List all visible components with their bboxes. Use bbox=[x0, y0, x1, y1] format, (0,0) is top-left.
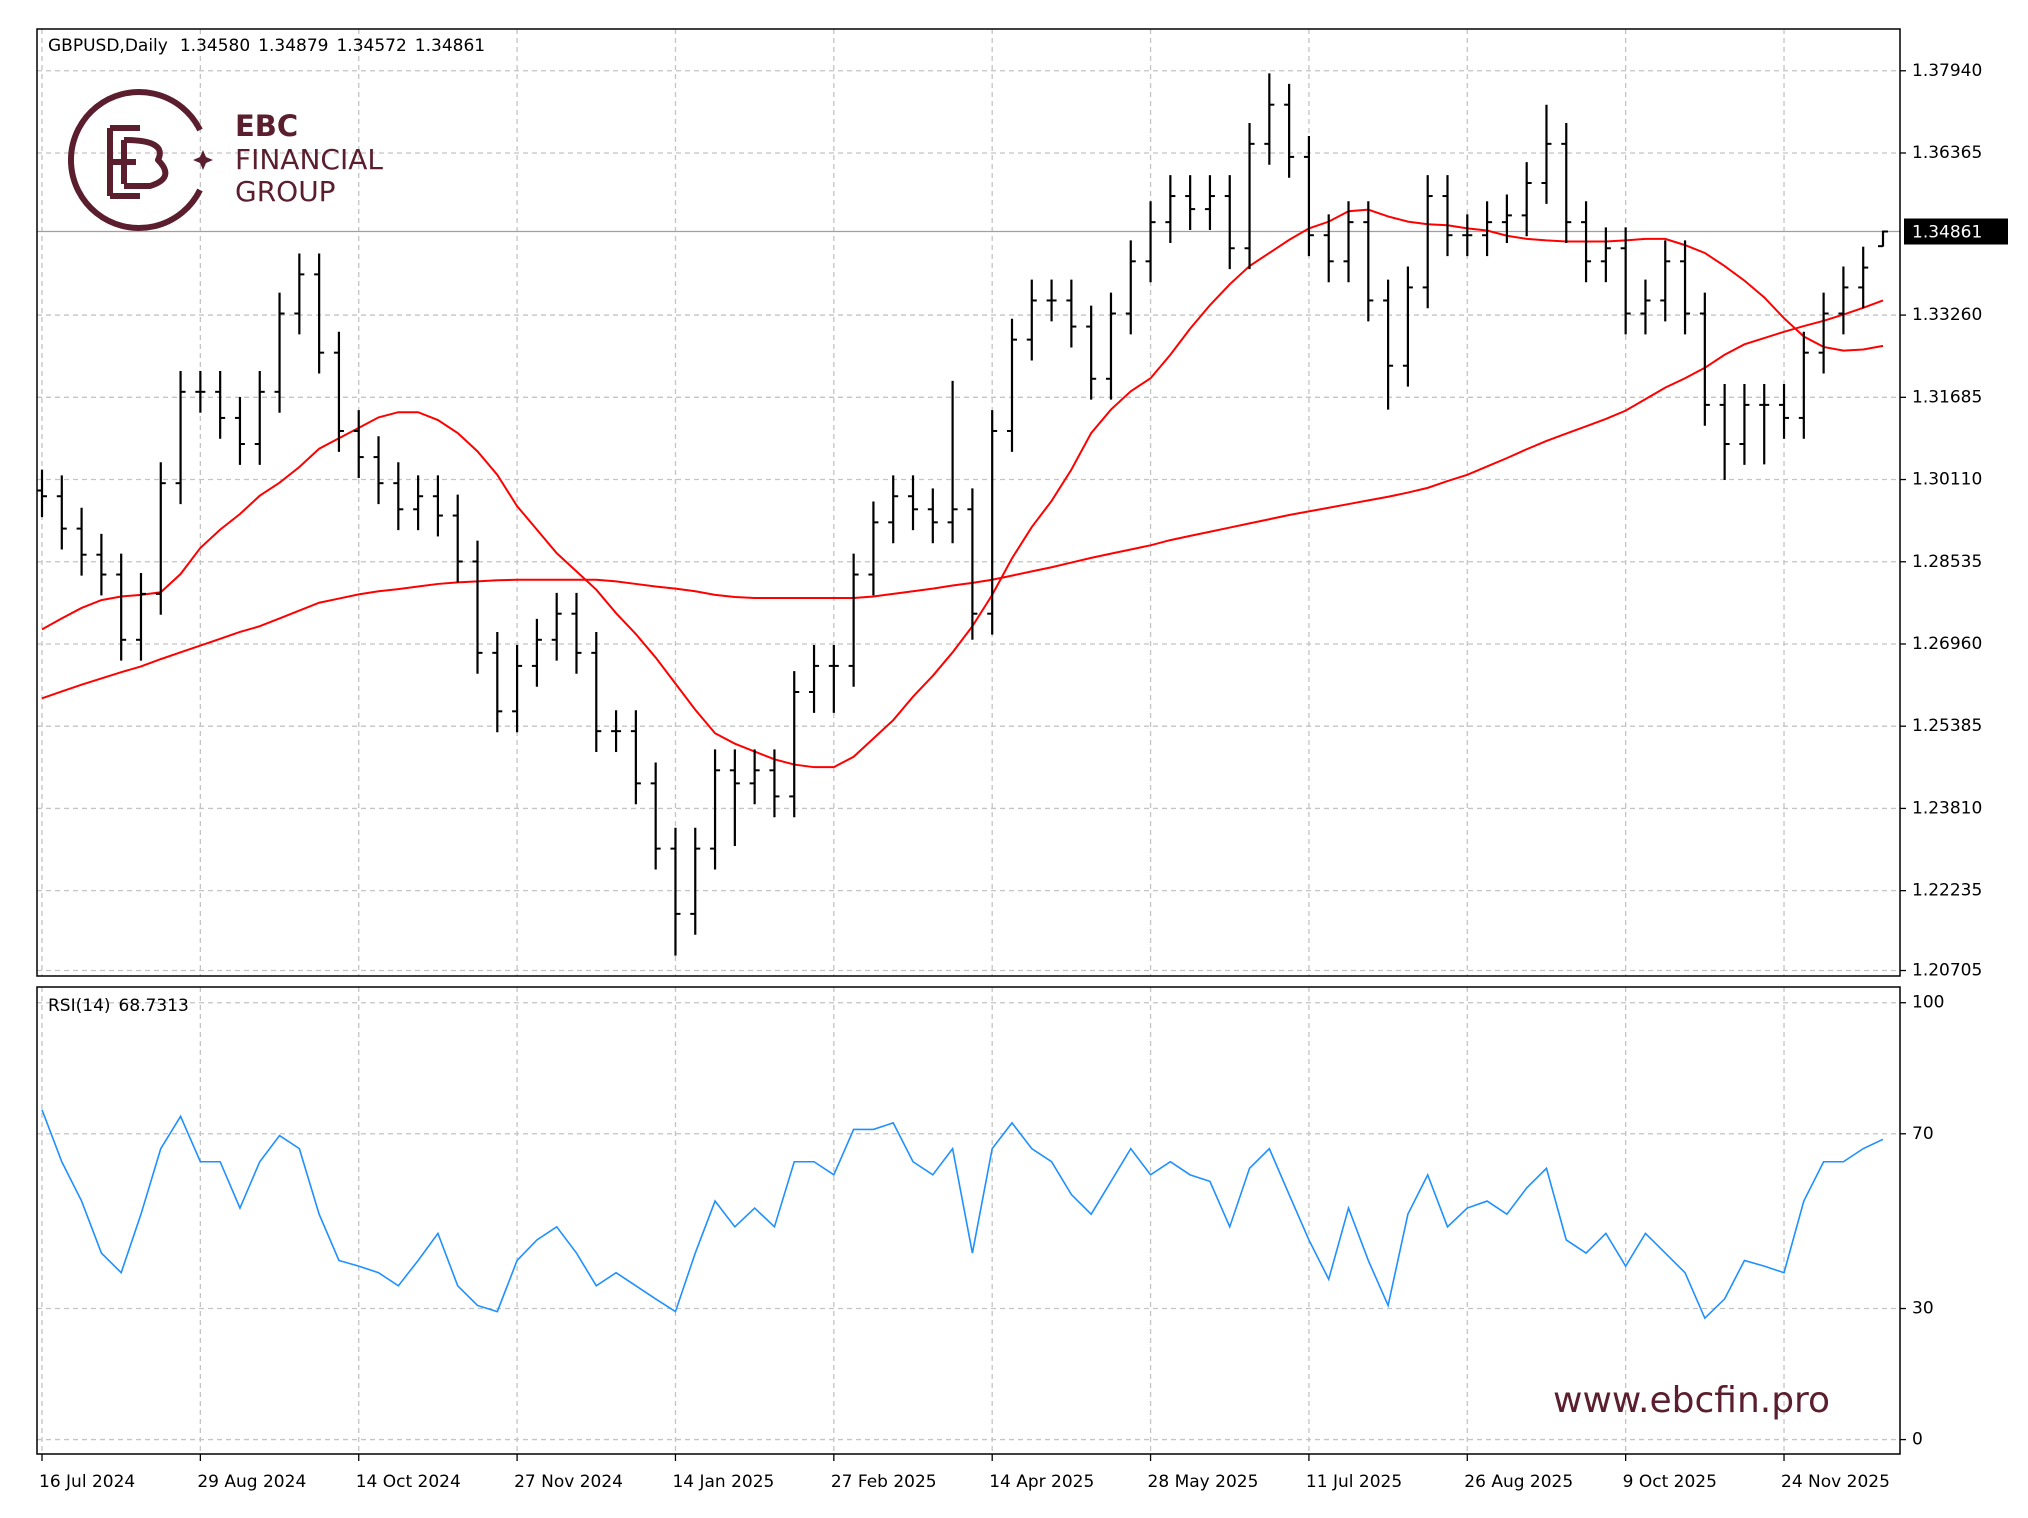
quote: 1.34580 bbox=[180, 36, 250, 56]
logo-text: EBC bbox=[235, 109, 298, 143]
panel-frame bbox=[36, 986, 1901, 1455]
y-tick-label: 1.22235 bbox=[1912, 881, 1982, 901]
indicator-name: RSI(14) bbox=[48, 996, 111, 1016]
y-tick-label: 1.20705 bbox=[1912, 961, 1982, 981]
x-tick-label: 9 Oct 2025 bbox=[1623, 1472, 1717, 1492]
x-tick-label: 27 Feb 2025 bbox=[831, 1472, 937, 1492]
y-tick-label: 1.28535 bbox=[1912, 552, 1982, 572]
chart-header: GBPUSD,Daily 1.34580 1.34879 1.34572 1.34861 bbox=[48, 36, 485, 56]
y-tick-label: 30 bbox=[1912, 1299, 1934, 1319]
x-tick-label: 14 Jan 2025 bbox=[672, 1472, 774, 1492]
y-tick-label: 100 bbox=[1912, 993, 1944, 1013]
x-tick-label: 14 Oct 2024 bbox=[356, 1472, 461, 1492]
y-tick-label: 1.36365 bbox=[1912, 143, 1982, 163]
price-box bbox=[1904, 218, 2008, 245]
x-tick-label: 27 Nov 2024 bbox=[514, 1472, 623, 1492]
quote: 1.34572 bbox=[336, 36, 406, 56]
x-tick-label: 28 May 2025 bbox=[1148, 1472, 1259, 1492]
logo-text: FINANCIAL bbox=[235, 143, 383, 176]
symbol: GBPUSD,Daily bbox=[48, 36, 168, 56]
moving-average bbox=[41, 299, 1884, 700]
x-tick-label: 24 Nov 2025 bbox=[1781, 1472, 1890, 1492]
x-tick-label: 16 Jul 2024 bbox=[39, 1472, 135, 1492]
y-tick-label: 1.31685 bbox=[1912, 387, 1982, 407]
logo-star bbox=[193, 150, 213, 170]
indicator-value: 68.7313 bbox=[119, 996, 189, 1016]
logo-text: GROUP bbox=[235, 175, 336, 208]
price-box-label: 1.34861 bbox=[1912, 223, 1982, 243]
x-tick-label: 11 Jul 2025 bbox=[1306, 1472, 1402, 1492]
y-tick-label: 70 bbox=[1912, 1124, 1934, 1144]
x-tick-label: 26 Aug 2025 bbox=[1464, 1472, 1573, 1492]
indicator-header: RSI(14) 68.7313 bbox=[48, 996, 189, 1016]
y-tick-label: 1.23810 bbox=[1912, 798, 1982, 818]
y-tick-label: 0 bbox=[1912, 1430, 1923, 1450]
y-tick-label: 1.25385 bbox=[1912, 716, 1982, 736]
y-tick-label: 1.33260 bbox=[1912, 305, 1982, 325]
x-tick-label: 29 Aug 2024 bbox=[197, 1472, 306, 1492]
moving-average bbox=[41, 208, 1884, 769]
quote: 1.34879 bbox=[258, 36, 328, 56]
x-tick-label: 14 Apr 2025 bbox=[989, 1472, 1094, 1492]
quote: 1.34861 bbox=[415, 36, 485, 56]
panel-frame bbox=[36, 28, 1901, 977]
y-tick-label: 1.37940 bbox=[1912, 61, 1982, 81]
indicator-line bbox=[41, 1109, 1884, 1320]
logo: EBC FINANCIAL GROUP bbox=[67, 89, 383, 231]
y-tick-label: 1.26960 bbox=[1912, 634, 1982, 654]
y-tick-label: 1.30110 bbox=[1912, 470, 1982, 490]
logo-ring bbox=[67, 89, 203, 231]
logo-glyph bbox=[107, 125, 169, 199]
website: www.ebcfin.pro bbox=[1553, 1380, 1830, 1421]
